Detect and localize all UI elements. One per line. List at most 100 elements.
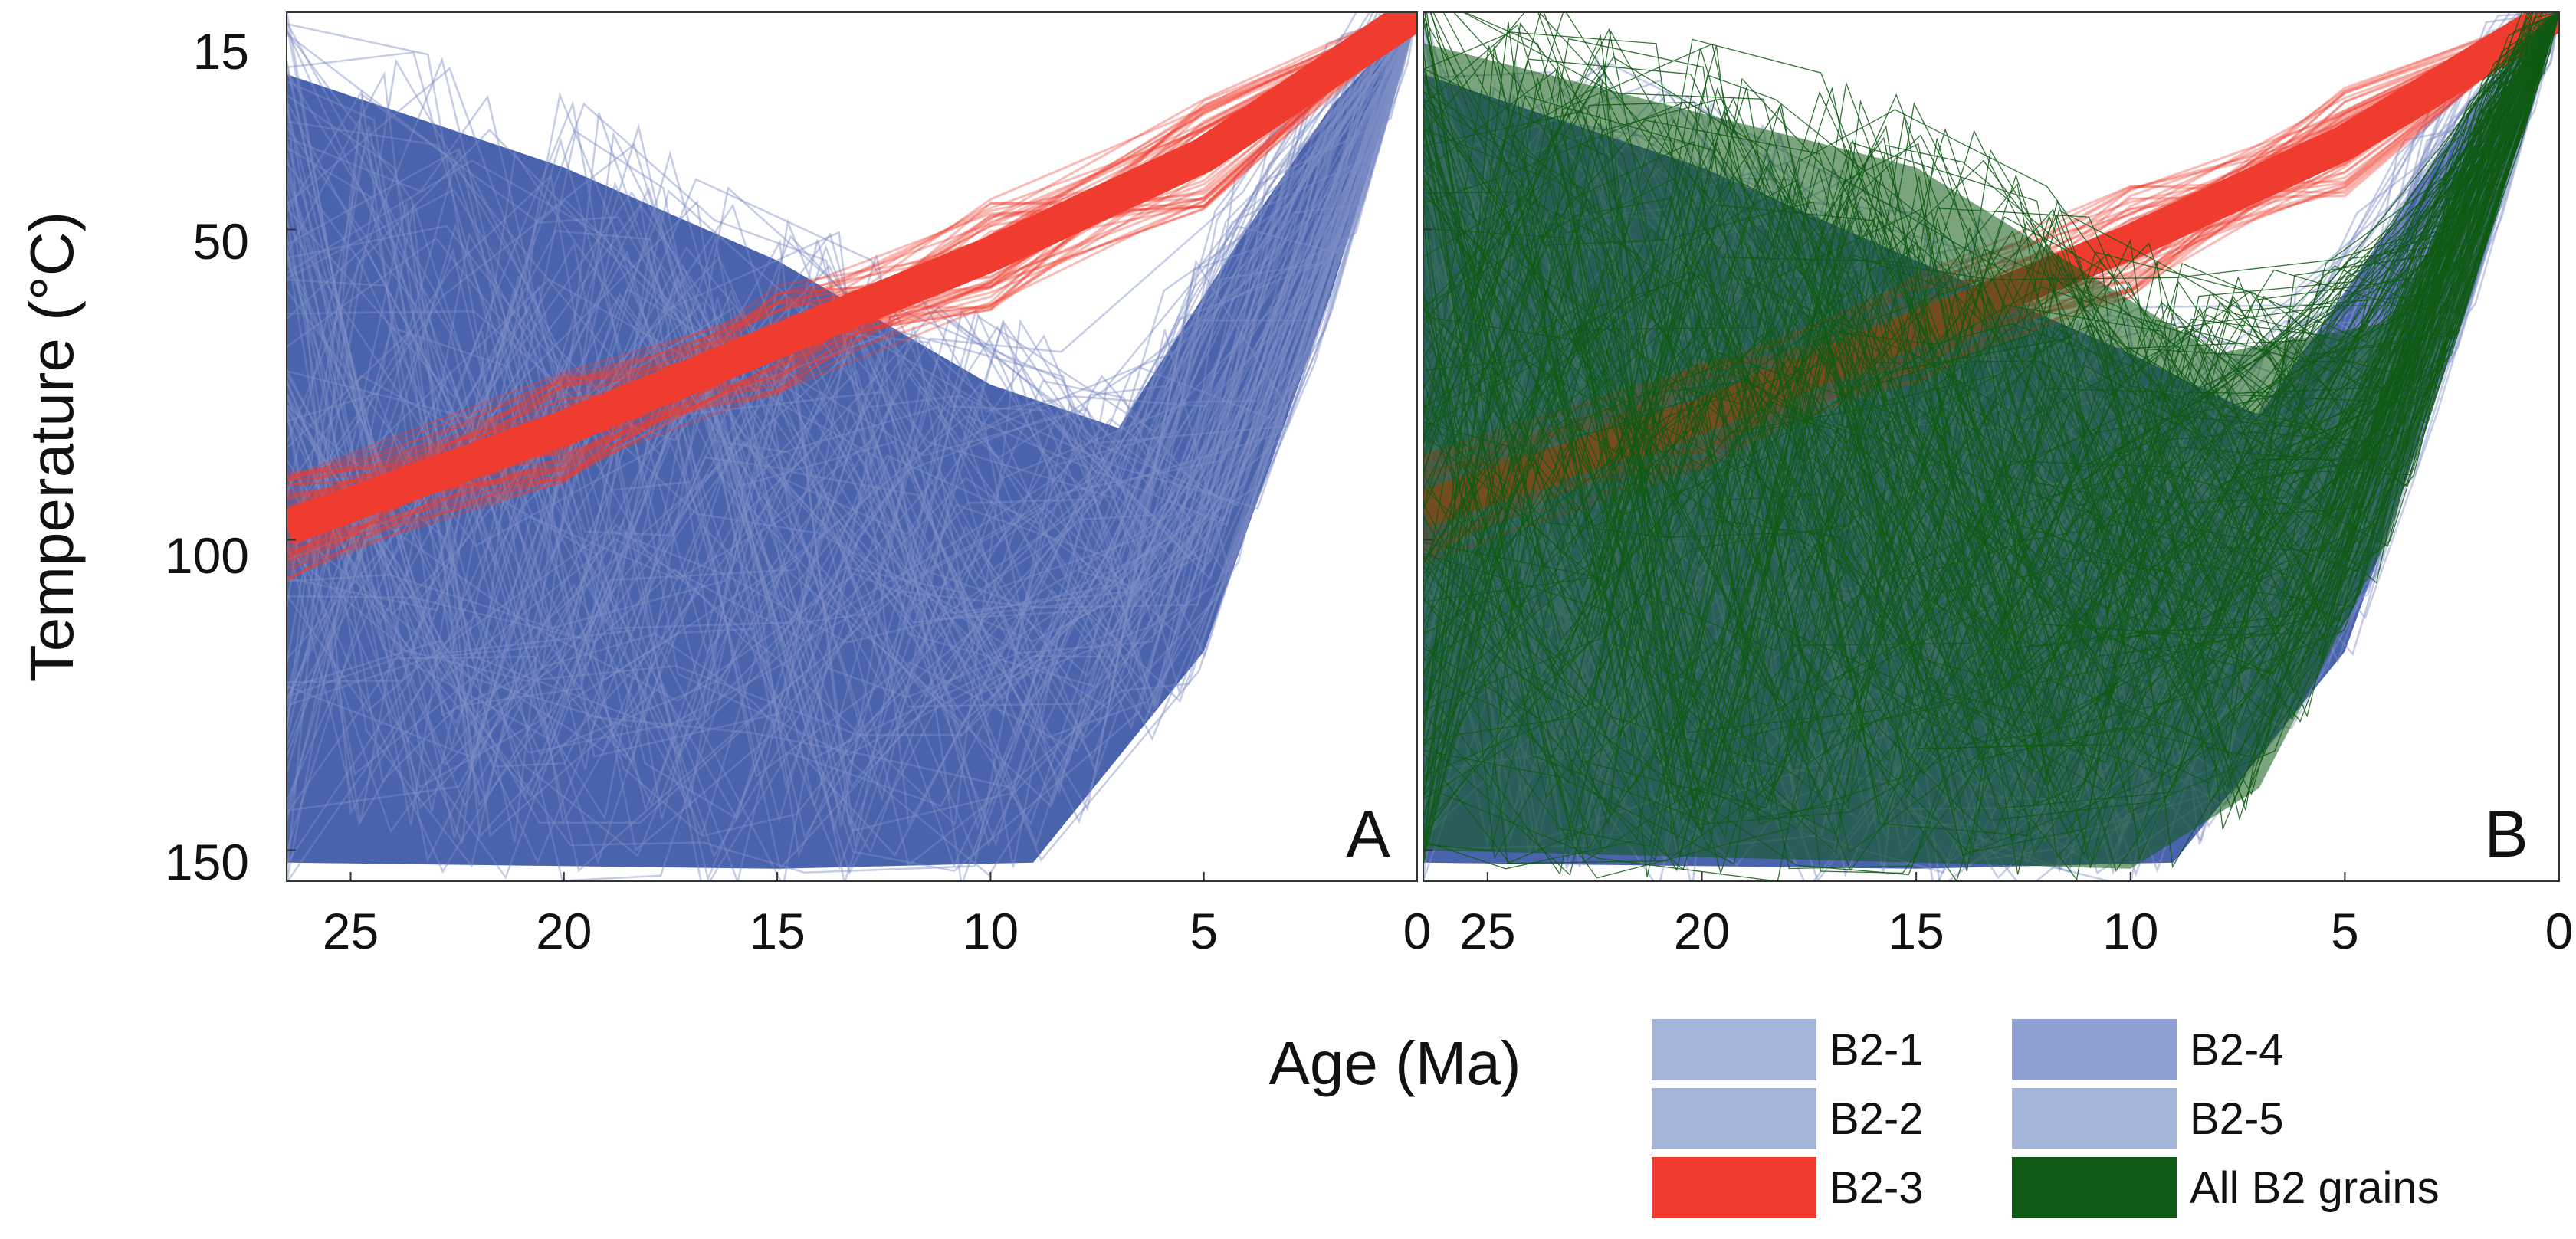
y-axis: 15 50 100 150 [165,23,249,890]
series-trace [287,12,1417,843]
series-trace [287,12,1417,565]
series-trace [1430,12,2559,432]
panel-a-frame [286,11,1418,882]
panel-b-plot-area [1423,12,2559,881]
legend-swatch [1652,1088,1816,1149]
series-trace [287,12,1417,874]
series-trace [1423,12,2559,775]
series-trace [1423,12,2559,803]
series-trace [287,12,1417,827]
series-trace [287,12,1417,828]
series-line [287,12,1417,544]
series-trace [287,12,1417,881]
series-trace [287,12,1413,557]
series-trace [287,12,1417,834]
series-trace [1423,12,2559,881]
series-trace [1423,12,2559,854]
series-trace [287,12,1417,826]
series-trace [1423,12,2559,785]
series-trace [1423,12,2559,811]
series-trace [1423,12,2559,804]
y-axis-label: Temperature (°C) [18,211,86,682]
series-trace [1423,12,2559,861]
series-trace [287,12,1417,864]
x-tick-label: 0 [2545,903,2574,959]
series-trace [1423,12,2559,872]
series-trace [1423,12,2559,778]
series-trace [1423,12,2559,575]
series-trace [1423,12,2559,819]
series-trace [287,12,1417,778]
series-trace [287,12,1417,820]
series-trace [287,12,1417,789]
series-trace [1423,12,2559,720]
series-trace [287,12,1417,881]
series-trace [1423,12,2559,869]
legend-swatch [1652,1157,1816,1218]
series-trace [287,12,1417,880]
series-trace [287,12,1417,840]
series-trace [287,12,1417,681]
series-trace [287,12,1417,808]
series-trace [1423,12,2559,825]
series-trace [287,12,1417,801]
x-tick-label: 20 [1674,903,1730,959]
series-trace [1423,12,2559,865]
series-trace [1423,12,2559,841]
series-trace [287,12,1417,876]
series-trace [287,12,1417,754]
series-trace [287,12,1417,770]
series-trace [287,12,1417,839]
series-trace [1423,12,2559,881]
panel-b-frame [1423,11,2560,882]
series-trace [287,12,1417,831]
series-trace [287,12,1417,867]
series-trace [287,12,1417,832]
series-trace [1423,12,2559,750]
series-trace [287,12,1416,526]
series-trace [287,12,1417,808]
series-trace [1423,12,2559,747]
series-trace [1423,12,2559,872]
x-tick-label: 15 [749,903,805,959]
series-trace [1423,12,2559,677]
panel-b-x-axis: 25 20 15 10 5 0 [1459,872,2573,959]
series-trace [1423,12,2559,843]
series-trace [287,12,1417,847]
x-tick-label: 5 [1190,903,1218,959]
series-trace [287,12,1417,839]
series-trace [1429,12,2559,687]
y-tick-label: 15 [193,23,249,80]
series-trace [287,12,1417,680]
series-trace [1423,12,2559,763]
series-trace [287,12,1417,665]
series-trace [1423,12,2559,671]
series-trace [1423,12,2559,827]
series-trace [287,12,1417,872]
legend-label: B2-2 [1829,1094,1924,1144]
series-trace [287,20,1417,487]
series-trace [287,12,1417,881]
legend-label: B2-3 [1829,1163,1924,1213]
x-axis-label: Age (Ma) [1269,1029,1521,1097]
series-trace [1423,12,2559,708]
y-tick-label: 100 [165,527,249,584]
series-trace [287,12,1417,848]
panel-b-label: B [2484,798,2528,871]
series-trace [287,12,1417,605]
series-trace [1423,12,2559,828]
legend-label: B2-5 [2190,1094,2284,1144]
series-trace [287,12,1417,858]
series-trace [287,12,1417,816]
series-trace [287,12,1417,874]
series-trace [287,12,1417,826]
series-trace [287,12,1417,837]
series-trace [287,12,1417,827]
series-trace [287,12,1417,881]
series-trace [287,12,1417,736]
series-trace [287,12,1417,766]
series-trace [287,12,1417,824]
series-trace [1423,12,2559,764]
series-trace [287,12,1417,810]
